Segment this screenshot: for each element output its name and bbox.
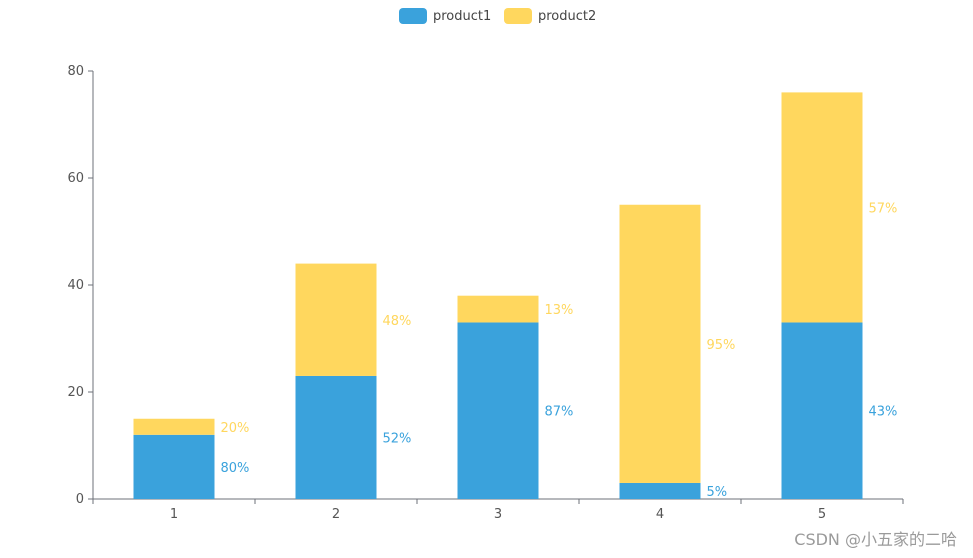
y-axis: 0 20 40 60 80 [67, 64, 94, 507]
x-tick-label: 4 [656, 507, 664, 522]
data-label-product1-5: 43% [869, 405, 898, 420]
y-tick-label: 20 [67, 385, 84, 400]
data-label-product2-5: 57% [869, 201, 898, 216]
x-tick-label: 5 [818, 507, 826, 522]
bar-product1-4[interactable] [619, 482, 701, 499]
x-tick-label: 3 [494, 507, 502, 522]
y-tick-label: 60 [67, 171, 84, 186]
legend-swatch [504, 8, 532, 24]
data-label-product2-1: 20% [221, 421, 250, 436]
bar-product1-1[interactable] [133, 434, 215, 499]
data-label-product2-4: 95% [707, 338, 736, 353]
bars [133, 92, 863, 499]
legend-item-product1[interactable]: product1 [399, 8, 491, 24]
data-label-product2-2: 48% [383, 314, 412, 329]
legend-label: product2 [538, 9, 596, 24]
y-tick-label: 80 [67, 64, 84, 79]
data-label-product1-3: 87% [545, 405, 574, 420]
x-axis: 1 2 3 4 5 [92, 498, 904, 522]
data-label-product1-2: 52% [383, 431, 412, 446]
watermark: CSDN @小五家的二哈 [794, 530, 957, 549]
legend-swatch [399, 8, 427, 24]
bar-product1-3[interactable] [457, 322, 539, 499]
data-label-product2-3: 13% [545, 303, 574, 318]
legend-label: product1 [433, 9, 491, 24]
bar-product1-2[interactable] [295, 375, 377, 499]
y-tick-label: 0 [76, 492, 84, 507]
bar-product2-5[interactable] [781, 92, 863, 323]
bar-product1-5[interactable] [781, 322, 863, 499]
y-tick-label: 40 [67, 278, 84, 293]
bar-product2-1[interactable] [133, 418, 215, 435]
data-labels: 80% 52% 87% 5% 43% 20% 48% 13% 95% 57% [221, 201, 898, 500]
bar-product2-4[interactable] [619, 204, 701, 483]
bar-product2-2[interactable] [295, 263, 377, 376]
data-label-product1-4: 5% [707, 485, 728, 500]
data-label-product1-1: 80% [221, 461, 250, 476]
x-tick-label: 1 [170, 507, 178, 522]
x-tick-label: 2 [332, 507, 340, 522]
legend[interactable]: product1 product2 [399, 8, 596, 24]
bar-product2-3[interactable] [457, 295, 539, 323]
legend-item-product2[interactable]: product2 [504, 8, 596, 24]
